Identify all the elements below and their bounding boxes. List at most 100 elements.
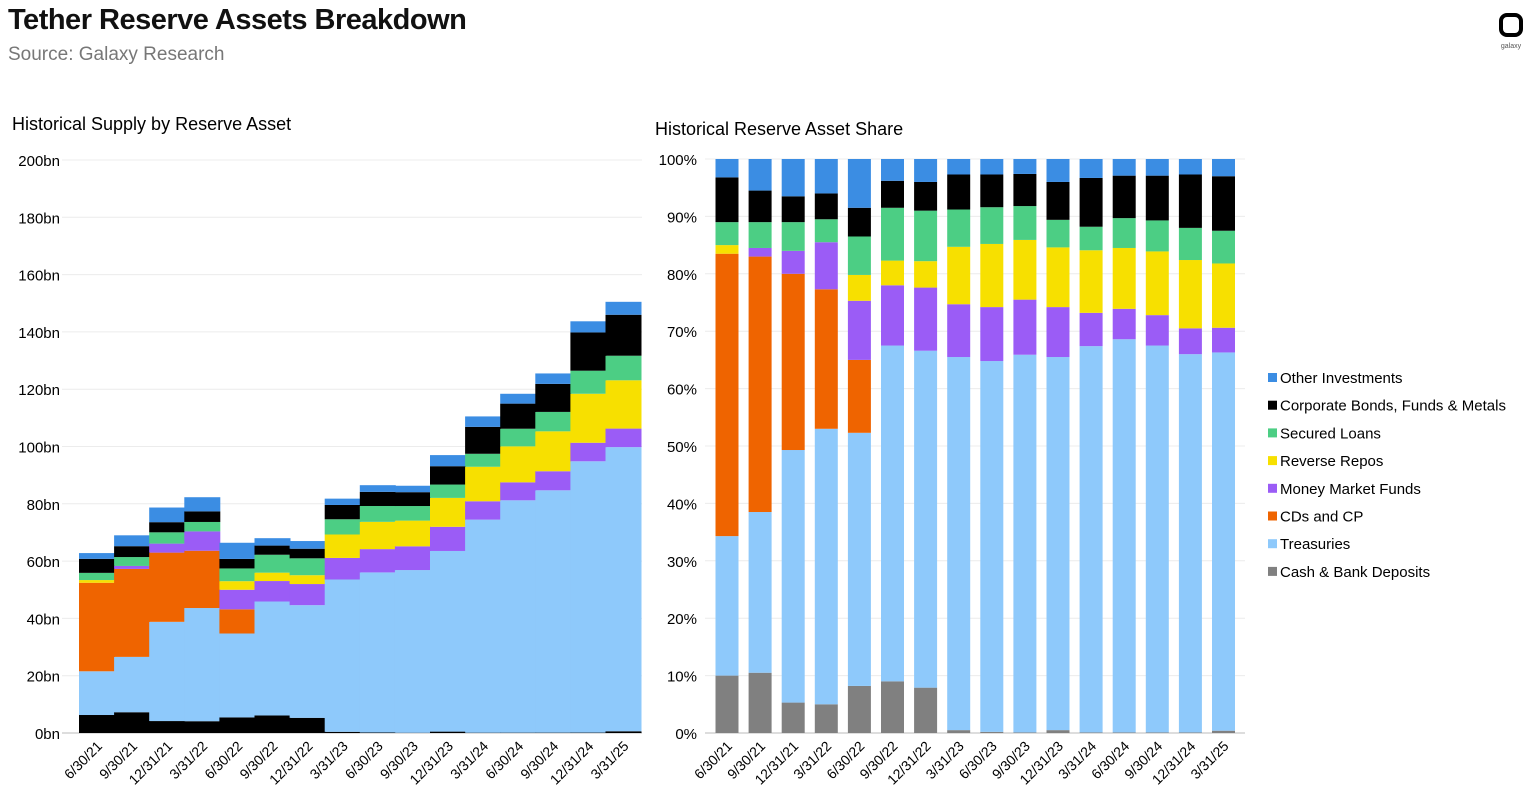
left-bar-segment-other-investments bbox=[605, 301, 642, 315]
right-xtick-label: 3/31/25 bbox=[1187, 738, 1231, 782]
left-bar-segment-secured-loans bbox=[184, 521, 221, 532]
legend-swatch bbox=[1268, 428, 1277, 438]
left-bar-segment-cash-bank-deposits bbox=[149, 721, 186, 733]
right-ytick-label: 80% bbox=[667, 267, 697, 284]
right-bar-segment-cash-bank-deposits bbox=[1046, 730, 1070, 733]
left-bar-segment-treasuries bbox=[500, 500, 537, 733]
left-bar-segment-secured-loans bbox=[500, 428, 537, 447]
right-bar-segment-cash-bank-deposits bbox=[914, 687, 938, 733]
left-bar-segment-cash-bank-deposits bbox=[184, 721, 221, 733]
right-bar-segment-cds-and-cp bbox=[814, 289, 838, 429]
right-bar-segment-reverse-repos bbox=[1178, 260, 1202, 329]
left-bar-segment-reverse-repos bbox=[500, 446, 537, 483]
right-chart-title: Historical Reserve Asset Share bbox=[655, 119, 903, 139]
left-bar-segment-treasuries bbox=[254, 601, 291, 716]
left-xtick-label: 3/31/25 bbox=[587, 738, 631, 782]
left-bar-segment-reverse-repos bbox=[359, 521, 396, 550]
legend-label: Cash & Bank Deposits bbox=[1280, 564, 1430, 581]
left-bar-segment-reverse-repos bbox=[254, 572, 291, 582]
right-bar-segment-other-investments bbox=[1178, 159, 1202, 175]
left-chart-title: Historical Supply by Reserve Asset bbox=[12, 114, 291, 134]
left-bar-segment-money-market-funds bbox=[465, 501, 502, 520]
left-bar-segment-money-market-funds bbox=[149, 543, 186, 553]
right-bar-segment-secured-loans bbox=[1178, 227, 1202, 261]
right-bar-segment-corporate-bonds-funds-metals bbox=[1013, 173, 1037, 207]
right-ytick-label: 10% bbox=[667, 669, 697, 686]
left-bar-segment-other-investments bbox=[570, 321, 607, 333]
left-bar-segment-cds-and-cp bbox=[184, 550, 221, 609]
left-bar-segment-reverse-repos bbox=[289, 575, 326, 585]
right-bar-segment-corporate-bonds-funds-metals bbox=[1212, 176, 1235, 231]
right-bar-segment-other-investments bbox=[748, 159, 772, 191]
left-bar-segment-cash-bank-deposits bbox=[324, 731, 361, 733]
left-bar-segment-corporate-bonds-funds-metals bbox=[114, 546, 151, 558]
left-ytick-label: 100bn bbox=[18, 440, 60, 457]
right-bar-segment-other-investments bbox=[1013, 159, 1037, 174]
right-bar-segment-other-investments bbox=[1212, 159, 1235, 177]
left-bar-segment-secured-loans bbox=[114, 557, 151, 566]
right-bar-segment-treasuries bbox=[814, 428, 838, 705]
right-bar-segment-cash-bank-deposits bbox=[1013, 732, 1037, 733]
left-bar-segment-corporate-bonds-funds-metals bbox=[605, 314, 642, 356]
right-ytick-label: 0% bbox=[675, 726, 697, 743]
left-bar-segment-cash-bank-deposits bbox=[430, 731, 466, 733]
left-bar-segment-money-market-funds bbox=[324, 557, 361, 580]
left-bar-segment-treasuries bbox=[219, 633, 256, 718]
left-bar-segment-other-investments bbox=[535, 373, 572, 384]
legend-item: Treasuries bbox=[1268, 536, 1350, 553]
right-bar-segment-secured-loans bbox=[1046, 219, 1070, 248]
right-bar-segment-reverse-repos bbox=[715, 245, 739, 254]
left-bar-segment-corporate-bonds-funds-metals bbox=[500, 403, 537, 429]
right-ytick-label: 90% bbox=[667, 209, 697, 226]
right-bar-segment-corporate-bonds-funds-metals bbox=[1112, 175, 1136, 219]
left-bar-segment-treasuries bbox=[359, 572, 396, 733]
right-bar-segment-cash-bank-deposits bbox=[1145, 732, 1169, 733]
left-bar-segment-cds-and-cp bbox=[79, 582, 115, 672]
left-ytick-label: 120bn bbox=[18, 382, 60, 399]
left-bar-segment-corporate-bonds-funds-metals bbox=[465, 426, 502, 454]
right-bar-segment-reverse-repos bbox=[1212, 263, 1235, 328]
right-bar-segment-treasuries bbox=[980, 361, 1004, 732]
right-bar-segment-secured-loans bbox=[1212, 230, 1235, 264]
right-bar-segment-reverse-repos bbox=[1013, 239, 1037, 300]
left-bar-segment-cash-bank-deposits bbox=[79, 715, 115, 733]
left-bar-segment-secured-loans bbox=[465, 453, 502, 467]
left-bar-segment-other-investments bbox=[149, 507, 186, 523]
left-bar-segment-cash-bank-deposits bbox=[289, 717, 326, 733]
left-bar-segment-cash-bank-deposits bbox=[254, 715, 291, 733]
left-xtick-label: 3/31/22 bbox=[166, 738, 210, 782]
right-bar-segment-cash-bank-deposits bbox=[947, 730, 971, 733]
right-bar-segment-treasuries bbox=[1046, 357, 1070, 731]
right-bar-segment-secured-loans bbox=[914, 210, 938, 262]
left-bar-segment-treasuries bbox=[79, 671, 115, 716]
right-bar-segment-treasuries bbox=[847, 432, 871, 686]
right-bar-segment-money-market-funds bbox=[1178, 328, 1202, 355]
left-bar-segment-money-market-funds bbox=[114, 565, 151, 569]
right-bar-segment-money-market-funds bbox=[914, 287, 938, 351]
left-bar-segment-treasuries bbox=[430, 550, 466, 732]
right-bar-segment-money-market-funds bbox=[980, 307, 1004, 362]
left-bar-segment-reverse-repos bbox=[570, 393, 607, 443]
left-ytick-label: 60bn bbox=[27, 554, 60, 571]
left-bar-segment-reverse-repos bbox=[79, 580, 115, 583]
page-subtitle: Source: Galaxy Research bbox=[8, 44, 225, 65]
left-bar-segment-secured-loans bbox=[605, 355, 642, 381]
left-bar-segment-corporate-bonds-funds-metals bbox=[149, 522, 186, 533]
left-bar-segment-money-market-funds bbox=[289, 584, 326, 606]
right-bar-segment-treasuries bbox=[947, 357, 971, 731]
right-bar-segment-cash-bank-deposits bbox=[715, 675, 739, 733]
right-bar-segment-secured-loans bbox=[1079, 226, 1103, 251]
left-bar-segment-treasuries bbox=[324, 579, 361, 732]
left-bar-segment-secured-loans bbox=[149, 532, 186, 544]
right-bar-segment-corporate-bonds-funds-metals bbox=[1178, 174, 1202, 228]
left-bar-segment-reverse-repos bbox=[219, 581, 256, 590]
right-bar-segment-secured-loans bbox=[748, 222, 772, 248]
right-bar-segment-reverse-repos bbox=[914, 261, 938, 288]
legend-label: Other Investments bbox=[1280, 370, 1403, 387]
right-bar-segment-money-market-funds bbox=[781, 250, 805, 274]
legend-swatch bbox=[1268, 539, 1277, 549]
left-ytick-label: 0bn bbox=[35, 726, 60, 743]
right-bar-segment-other-investments bbox=[715, 159, 739, 178]
right-bar-segment-other-investments bbox=[781, 159, 805, 197]
left-bar-segment-cash-bank-deposits bbox=[114, 712, 151, 733]
